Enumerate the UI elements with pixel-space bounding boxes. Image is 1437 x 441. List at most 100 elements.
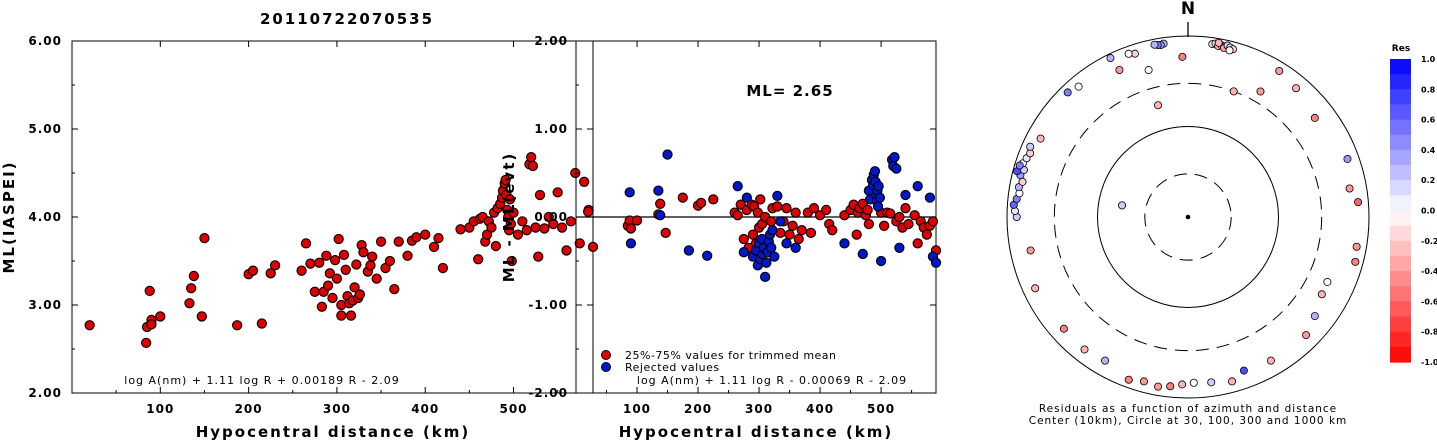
data-point-1 (521, 225, 532, 236)
data-point-2 (761, 257, 772, 268)
data-point-2 (793, 233, 804, 245)
data-point-1 (548, 218, 559, 230)
data-point-1 (384, 255, 396, 267)
colorbar-tick-label: 1.0 (1421, 55, 1436, 64)
data-point-1 (314, 257, 325, 268)
distance-circle-300km (1053, 82, 1323, 352)
data-point-2 (862, 204, 873, 216)
legend-marker-used (601, 350, 611, 360)
data-point-1 (526, 152, 537, 163)
colorbar-segment (1390, 165, 1411, 181)
station-residual-point (1166, 382, 1175, 391)
data-point-1 (579, 176, 590, 187)
station-residual-point (1266, 356, 1275, 365)
colorbar-segment (1390, 316, 1411, 333)
station-residual-point (1036, 134, 1045, 143)
x-axis-title-1: Hypocentral distance (km) (196, 423, 471, 441)
station-residual-point (1178, 52, 1187, 61)
data-point-1 (533, 251, 544, 262)
data-point-2 (930, 257, 942, 268)
station-residual-point (1018, 177, 1027, 186)
x-tick-label-2: 200 (684, 402, 712, 416)
data-point-1 (316, 301, 328, 312)
data-point-1 (530, 222, 541, 233)
data-point-1 (420, 229, 431, 240)
y-axis-title-2: ML - ML(evt) (500, 152, 518, 282)
data-point-1 (539, 223, 550, 234)
data-point-1 (504, 194, 516, 205)
distance-circle-100km (1097, 126, 1279, 308)
data-point-1 (338, 249, 350, 260)
data-point-1 (188, 270, 200, 282)
station-residual-point (1302, 331, 1311, 340)
data-point-1 (329, 254, 341, 266)
data-point-1 (500, 174, 511, 186)
colorbar-segment (1390, 255, 1411, 272)
station-residual-point (1063, 88, 1072, 97)
colorbar: 1.0 0.8 0.6 0.4 0.2 0.0 -0.2 -0.4 -0.6 -0.8 -1.0 (1390, 55, 1437, 367)
colorbar-segment (1390, 210, 1411, 227)
data-point-2 (921, 229, 932, 240)
data-point-1 (184, 298, 195, 309)
data-point-2 (583, 206, 594, 217)
colorbar-segment (1390, 74, 1411, 90)
x-tick-label-1: 200 (235, 402, 263, 416)
data-point-2 (772, 201, 783, 212)
data-point-1 (512, 229, 524, 240)
data-point-1 (365, 260, 376, 271)
colorbar-segment (1390, 149, 1411, 166)
data-point-1 (433, 232, 444, 244)
station-residual-point (1292, 84, 1301, 93)
data-point-1 (371, 273, 382, 284)
station-residual-point (1101, 356, 1110, 365)
data-point-1 (508, 207, 519, 218)
data-point-1 (389, 284, 400, 295)
data-point-2 (909, 210, 920, 221)
station-residual-point (1139, 377, 1148, 386)
data-point-2 (894, 242, 905, 253)
x-tick-label-2: 400 (806, 402, 834, 416)
colorbar-segment (1390, 89, 1411, 106)
colorbar-segment (1390, 225, 1411, 242)
data-point-1 (331, 273, 343, 284)
data-point-2 (755, 194, 766, 205)
data-point-1 (321, 250, 332, 261)
x-tick-label-1: 100 (146, 402, 174, 416)
data-point-1 (269, 260, 281, 271)
station-residual-point (1080, 345, 1089, 354)
data-point-2 (695, 197, 707, 209)
data-point-1 (231, 320, 243, 331)
data-point-1 (506, 255, 517, 267)
distance-circles (1006, 35, 1370, 399)
data-point-2 (889, 152, 900, 163)
data-point-1 (349, 282, 360, 293)
distance-circle-1000km (1006, 35, 1370, 399)
data-point-2 (747, 229, 759, 240)
data-point-1 (358, 247, 369, 258)
y-tick-label-2: -1.00 (528, 298, 568, 312)
caption-line-1: Residuals as a function of azimuth and d… (1039, 403, 1337, 415)
data-point-1 (393, 236, 404, 247)
data-point-1 (336, 310, 347, 321)
x-tick-label-2: 500 (867, 402, 895, 416)
x-axis-title-2: Hypocentral distance (km) (619, 423, 894, 441)
data-point-2 (624, 187, 635, 198)
caption-line-2: Center (10km), Circle at 30, 100, 300 an… (1029, 415, 1348, 427)
y-axis-title-1: ML(IASPEI) (0, 160, 18, 273)
station-residual-point (1352, 242, 1361, 251)
colorbar-tick-label: -1.0 (1421, 358, 1437, 367)
data-point-2 (772, 190, 783, 202)
colorbar-tick-label: 0.4 (1421, 146, 1436, 155)
data-point-2 (851, 229, 862, 240)
data-point-2 (702, 250, 713, 261)
formula-1: log A(nm) + 1.11 log R + 0.00189 R - 2.0… (124, 374, 399, 387)
data-point-1 (186, 283, 197, 294)
legend-marker-rejected (601, 362, 611, 372)
station-residual-point (1150, 40, 1159, 49)
data-point-2 (738, 233, 749, 245)
data-point-2 (708, 194, 719, 205)
data-point-2 (732, 210, 743, 221)
data-point-2 (912, 238, 923, 249)
colorbar-title: Res (1392, 44, 1410, 54)
data-point-2 (767, 225, 778, 236)
